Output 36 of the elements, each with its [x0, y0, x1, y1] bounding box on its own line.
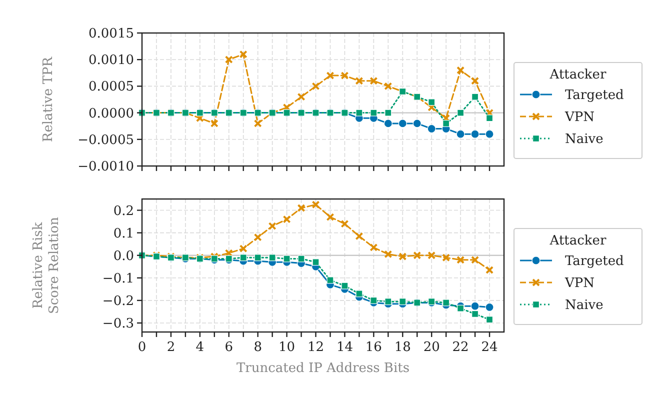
y-tick-label: −0.2	[102, 294, 134, 309]
y-tick-label: −0.0005	[78, 132, 134, 148]
legend-label: Naive	[565, 132, 604, 147]
x-tick-label: 18	[394, 340, 411, 355]
legend-title: Attacker	[548, 68, 607, 82]
y-axis-title: Relative Risk Score Relation	[31, 216, 62, 314]
x-tick-label: 4	[196, 340, 204, 355]
x-axis-title: Truncated IP Address Bits	[236, 361, 410, 376]
y-axis-title: Relative TPR	[41, 56, 56, 142]
y-tick-label: 0.0000	[88, 106, 134, 122]
legend-label: VPN	[564, 276, 595, 291]
x-tick-label: 8	[254, 340, 262, 355]
y-tick-label: 0.0015	[88, 26, 134, 42]
y-tick-label: −0.3	[102, 316, 134, 332]
y-tick-label: 0.0	[113, 248, 134, 264]
x-tick-label: 0	[138, 340, 146, 355]
y-tick-label: 0.1	[113, 226, 134, 242]
y-tick-label: 0.2	[113, 204, 134, 219]
x-tick-label: 2	[166, 340, 176, 355]
legend-title: Attacker	[548, 234, 607, 248]
legend-label: Naive	[565, 298, 604, 313]
legend-label: VPN	[564, 110, 595, 125]
x-tick-label: 12	[307, 340, 324, 355]
legend-label: Targeted	[565, 254, 624, 269]
y-tick-label: −0.0010	[78, 160, 134, 174]
x-tick-label: 16	[365, 340, 382, 355]
x-tick-label: 20	[423, 340, 440, 355]
x-tick-label: 22	[452, 340, 469, 355]
x-tick-label: 24	[481, 340, 498, 355]
y-tick-label: 0.0010	[88, 53, 134, 68]
y-tick-label: 0.0005	[88, 80, 134, 95]
x-tick-label: 10	[278, 340, 296, 355]
x-tick-label: 14	[336, 340, 353, 355]
y-tick-label: −0.1	[102, 271, 134, 286]
x-tick-label: 6	[224, 340, 234, 355]
legend-label: Targeted	[565, 88, 624, 103]
